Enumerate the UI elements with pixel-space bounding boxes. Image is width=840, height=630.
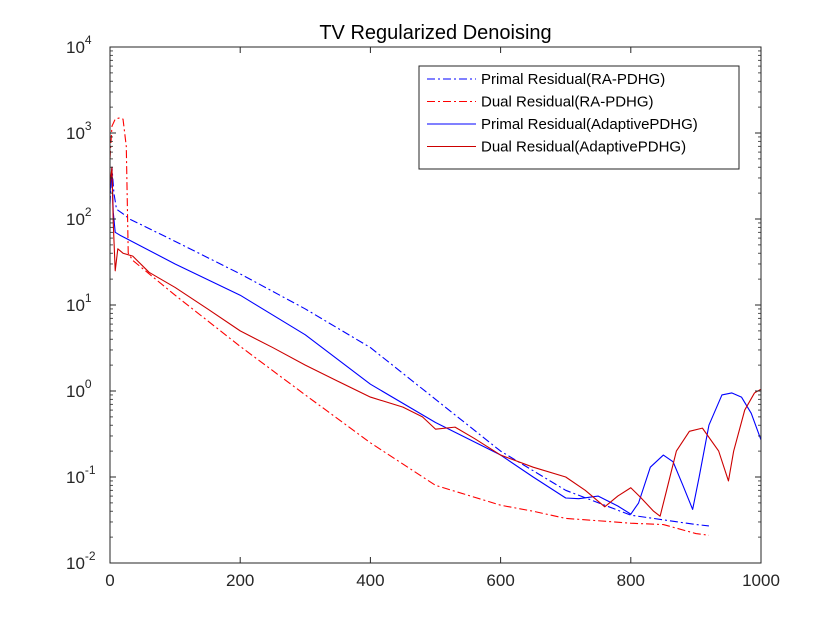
series-line-3: [109, 171, 762, 515]
x-tick-label: 200: [226, 571, 254, 590]
series-layer: [109, 117, 762, 536]
y-tick-exponent: -1: [85, 463, 96, 477]
legend-label: Dual Residual(RA-PDHG): [481, 94, 654, 111]
y-tick-label: 104: [66, 33, 92, 57]
y-tick-label: 10-2: [66, 549, 96, 573]
y-tick-exponent: 0: [85, 377, 92, 391]
x-tick-label: 0: [105, 571, 114, 590]
x-tick-label: 800: [617, 571, 645, 590]
x-tick-label: 400: [356, 571, 384, 590]
y-tick-exponent: 1: [85, 291, 92, 305]
y-tick-label: 103: [66, 119, 92, 143]
series-line-4: [109, 166, 762, 517]
series-line-1: [109, 166, 709, 527]
y-tick-exponent: 3: [85, 119, 92, 133]
y-tick-exponent: -2: [85, 549, 96, 563]
legend-label: Dual Residual(AdaptivePDHG): [481, 139, 686, 156]
legend-label: Primal Residual(AdaptivePDHG): [481, 116, 698, 133]
x-tick-label: 600: [486, 571, 514, 590]
y-tick-label: 100: [66, 377, 92, 401]
y-tick-label: 10-1: [66, 463, 96, 487]
y-tick-label: 102: [66, 205, 92, 229]
y-tick-label: 101: [66, 291, 92, 315]
series-line-2: [109, 117, 709, 536]
y-tick-exponent: 2: [85, 205, 92, 219]
y-tick-exponent: 4: [85, 33, 92, 47]
x-axis: 0 200 400 600 800 1000: [105, 47, 780, 590]
legend-box: [418, 65, 740, 170]
legend-label: Primal Residual(RA-PDHG): [481, 71, 665, 88]
chart-title: TV Regularized Denoising: [319, 22, 551, 44]
legend: Primal Residual(RA-PDHG) Dual Residual(RA…: [418, 65, 740, 170]
x-tick-label: 1000: [742, 571, 780, 590]
